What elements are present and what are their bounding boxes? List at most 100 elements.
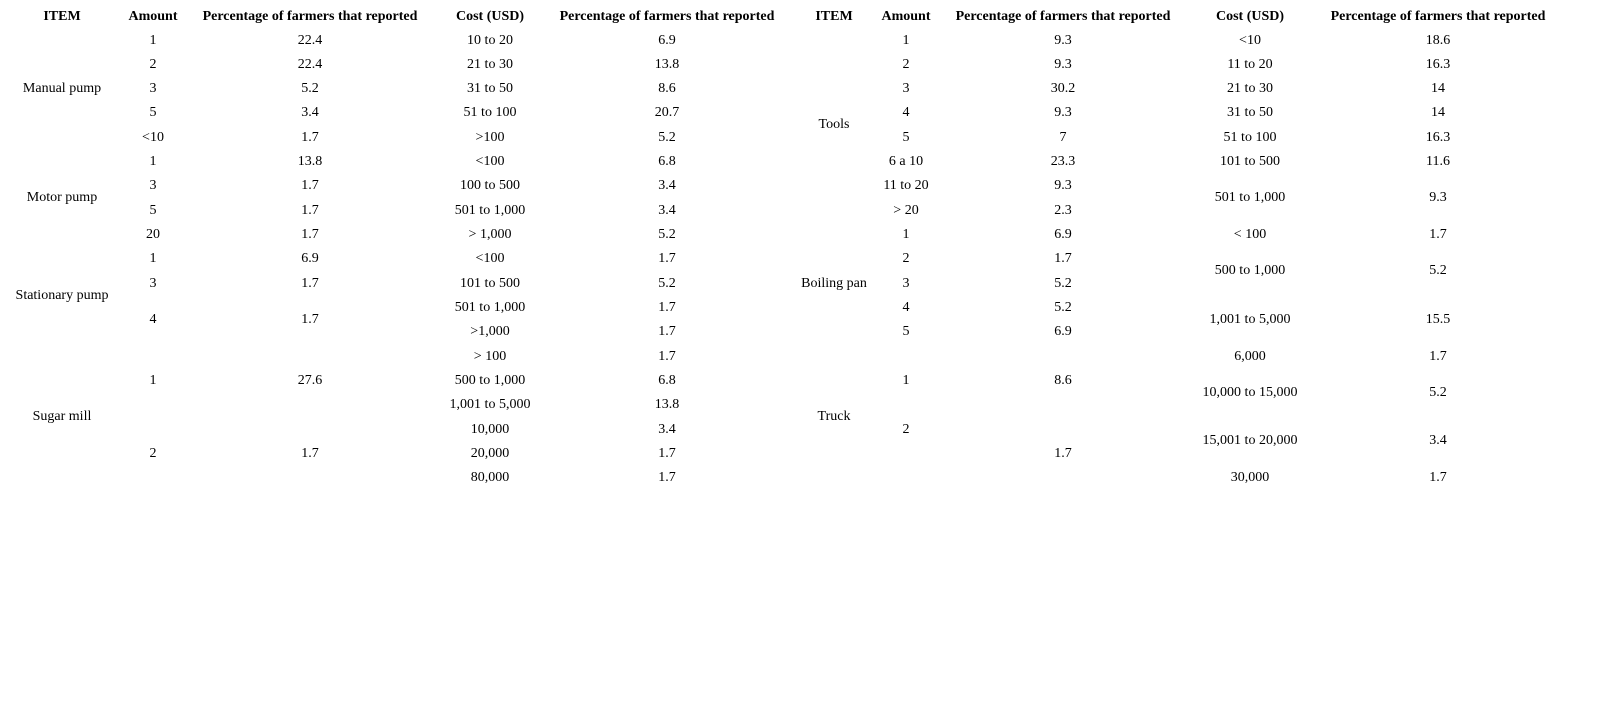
cost-cell: 101 to 500 (460, 276, 520, 291)
cost-percentage-cell: 5.2 (1429, 263, 1447, 278)
cost-percentage-cell: 5.2 (658, 276, 676, 291)
amount-percentage-cell: 1.7 (301, 446, 319, 461)
amount-cell: 1 (902, 33, 910, 48)
cost-cell: 100 to 500 (460, 178, 520, 193)
cost-percentage-cell: 5.2 (1429, 385, 1447, 400)
cost-cell: > 100 (473, 349, 507, 364)
cost-cell: 101 to 500 (1220, 154, 1280, 169)
cost-cell: 21 to 30 (467, 57, 513, 72)
cost-cell: >1,000 (470, 324, 510, 339)
amount-percentage-cell: 22.4 (297, 33, 323, 48)
amount-percentage-cell: 9.3 (1054, 33, 1072, 48)
cost-percentage-cell: 5.2 (658, 130, 676, 145)
amount-cell: 3 (902, 276, 910, 291)
cost-cell: <100 (475, 154, 505, 169)
amount-cell: 2 (902, 422, 910, 437)
amount-percentage-cell: 23.3 (1050, 154, 1076, 169)
cost-percentage-cell: 3.4 (658, 178, 676, 193)
amount-cell: 1 (149, 251, 157, 266)
cost-percentage-cell: 13.8 (654, 57, 680, 72)
cost-cell: 501 to 1,000 (1214, 190, 1286, 205)
cost-percentage-cell: 14 (1431, 81, 1445, 96)
cost-percentage-cell: 1.7 (658, 446, 676, 461)
cost-percentage-cell: 1.7 (658, 300, 676, 315)
amount-percentage-cell: 1.7 (301, 178, 319, 193)
amount-percentage-cell: 2.3 (1054, 203, 1072, 218)
amount-cell: > 20 (893, 203, 919, 218)
amount-cell: 4 (902, 300, 910, 315)
amount-percentage-cell: 5.2 (1054, 300, 1072, 315)
amount-percentage-cell: 1.7 (301, 203, 319, 218)
cost-percentage-cell: 13.8 (654, 397, 680, 412)
cost-percentage-cell: 8.6 (658, 81, 676, 96)
item-name: Manual pump (22, 81, 102, 96)
amount-cell: 2 (902, 251, 910, 266)
cost-cell: 6,000 (1234, 349, 1266, 364)
amount-cell: 11 to 20 (883, 178, 929, 193)
amount-cell: 3 (149, 276, 157, 291)
header-cost: Cost (USD) (1215, 9, 1285, 24)
item-name: Stationary pump (15, 288, 109, 303)
cost-cell: 21 to 30 (1227, 81, 1273, 96)
cost-percentage-cell: 1.7 (658, 470, 676, 485)
amount-percentage-cell: 3.4 (301, 105, 319, 120)
cost-cell: <100 (475, 251, 505, 266)
amount-cell: <10 (142, 130, 164, 145)
header-amount-percentage: Percentage of farmers that reported (955, 9, 1171, 24)
amount-percentage-cell: 1.7 (301, 227, 319, 242)
cost-percentage-cell: 1.7 (1429, 227, 1447, 242)
cost-percentage-cell: 16.3 (1425, 57, 1451, 72)
amount-percentage-cell: 1.7 (301, 130, 319, 145)
amount-percentage-cell: 1.7 (301, 312, 319, 327)
cost-cell: 51 to 100 (463, 105, 517, 120)
item-name: Truck (817, 409, 851, 424)
amount-percentage-cell: 27.6 (297, 373, 323, 388)
amount-percentage-cell: 8.6 (1054, 373, 1072, 388)
cost-percentage-cell: 6.8 (658, 154, 676, 169)
header-item: ITEM (815, 9, 853, 24)
cost-percentage-cell: 6.9 (658, 33, 676, 48)
cost-cell: 10 to 20 (467, 33, 513, 48)
amount-percentage-cell: 7 (1059, 130, 1067, 145)
amount-cell: 5 (902, 130, 910, 145)
cost-percentage-cell: 15.5 (1425, 312, 1451, 327)
header-cost-percentage: Percentage of farmers that reported (559, 9, 775, 24)
cost-cell: 31 to 50 (467, 81, 513, 96)
amount-cell: 1 (902, 227, 910, 242)
cost-cell: <10 (1239, 33, 1261, 48)
amount-cell: 1 (149, 373, 157, 388)
amount-cell: 2 (149, 446, 157, 461)
amount-percentage-cell: 6.9 (1054, 324, 1072, 339)
cost-cell: > 1,000 (468, 227, 512, 242)
header-cost-percentage: Percentage of farmers that reported (1330, 9, 1546, 24)
item-name: Sugar mill (32, 409, 92, 424)
amount-percentage-cell: 9.3 (1054, 178, 1072, 193)
cost-percentage-cell: 6.8 (658, 373, 676, 388)
cost-percentage-cell: 1.7 (658, 349, 676, 364)
cost-cell: 501 to 1,000 (454, 203, 526, 218)
amount-percentage-cell: 5.2 (301, 81, 319, 96)
amount-cell: 1 (149, 33, 157, 48)
cost-cell: 1,001 to 5,000 (449, 397, 531, 412)
amount-cell: 5 (149, 203, 157, 218)
amount-cell: 2 (149, 57, 157, 72)
cost-cell: 11 to 20 (1227, 57, 1273, 72)
amount-percentage-cell: 9.3 (1054, 105, 1072, 120)
cost-cell: 20,000 (470, 446, 510, 461)
item-name: Tools (818, 117, 850, 132)
cost-percentage-cell: 18.6 (1425, 33, 1451, 48)
cost-percentage-cell: 3.4 (1429, 433, 1447, 448)
cost-cell: 31 to 50 (1227, 105, 1273, 120)
amount-cell: 20 (146, 227, 160, 242)
amount-percentage-cell: 22.4 (297, 57, 323, 72)
cost-percentage-cell: 3.4 (658, 422, 676, 437)
cost-percentage-cell: 5.2 (658, 227, 676, 242)
header-cost: Cost (USD) (455, 9, 525, 24)
cost-cell: 51 to 100 (1223, 130, 1277, 145)
cost-percentage-cell: 3.4 (658, 203, 676, 218)
cost-cell: 1,001 to 5,000 (1209, 312, 1291, 327)
item-name: Motor pump (26, 190, 98, 205)
amount-percentage-cell: 6.9 (1054, 227, 1072, 242)
header-amount: Amount (128, 9, 178, 24)
cost-cell: >100 (475, 130, 505, 145)
